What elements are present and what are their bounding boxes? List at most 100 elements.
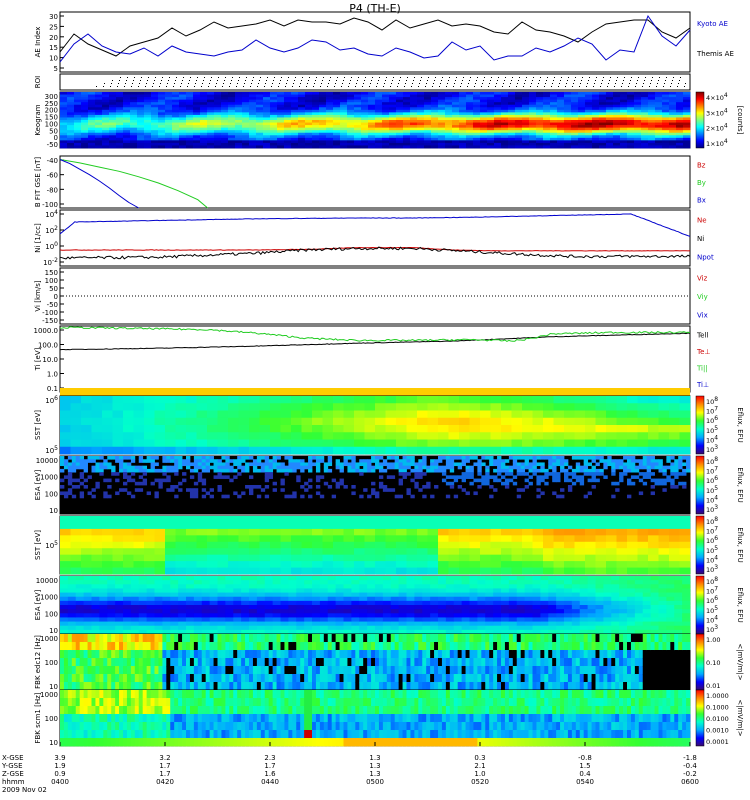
keogram-image-cell <box>284 102 292 106</box>
esa2-image-cell <box>280 605 289 610</box>
sst1-image-cell <box>553 439 565 448</box>
keogram-image-cell <box>410 92 418 95</box>
esa1-image-cell <box>371 456 376 460</box>
keogram-image-cell <box>242 102 250 106</box>
sst1-image-cell <box>385 446 397 455</box>
sst2-image-cell <box>616 528 628 536</box>
keogram-image-cell <box>102 137 110 141</box>
esa1-image-cell <box>615 465 620 470</box>
esa1-image-cell <box>489 475 494 479</box>
sst1-image-cell <box>627 446 638 455</box>
keogram-image-cell <box>641 114 649 118</box>
roi-dot <box>658 80 659 81</box>
keogram-image-cell <box>67 120 75 123</box>
keogram-image-cell <box>340 112 348 116</box>
roi-dot <box>138 86 139 87</box>
esa1-image-cell <box>449 468 455 473</box>
esa1-image-cell <box>638 472 644 476</box>
sst2-image-cell <box>564 528 575 536</box>
sst2-image-cell <box>490 541 502 549</box>
esa2-image-cell <box>162 613 171 618</box>
esa1-image-cell <box>638 459 644 463</box>
esa1-image-cell <box>540 478 545 483</box>
esa2-image-cell <box>170 600 179 606</box>
sst2-image-cell <box>333 535 344 543</box>
esa2-image-cell <box>225 596 234 602</box>
roi-dot <box>638 77 639 78</box>
keogram-image-cell <box>487 107 495 111</box>
esa2-image-cell <box>154 596 163 602</box>
sst2-image-cell <box>406 554 418 562</box>
sst1-image-cell <box>144 446 155 455</box>
esa1-image-cell <box>343 462 348 467</box>
esa1-image-cell <box>418 459 423 463</box>
esa2-image-cell <box>312 609 321 614</box>
keogram-image-cell <box>116 135 124 139</box>
keogram-image-cell <box>662 92 670 95</box>
sst2-image-cell <box>280 548 292 556</box>
esa2-image-cell <box>178 580 187 585</box>
sst2-image-cell <box>196 561 208 568</box>
sst2-image-cell <box>406 522 418 530</box>
sst2-image-cell <box>322 516 334 523</box>
esa2-image-cell <box>99 625 108 631</box>
keogram-image-cell <box>550 140 558 144</box>
keogram-image-cell <box>452 122 460 126</box>
keogram-image-cell <box>319 132 327 136</box>
sst2-image-cell <box>627 535 638 543</box>
esa1-image-cell <box>182 478 187 483</box>
keogram-image-cell <box>74 132 82 136</box>
esa1-image-cell <box>465 491 470 496</box>
keogram-image-cell <box>242 112 250 116</box>
keogram-image-cell <box>487 127 495 131</box>
esa1-image-cell <box>556 478 561 483</box>
keogram-image-cell <box>214 125 222 129</box>
keogram-image-cell <box>382 137 390 141</box>
keogram-image-cell <box>620 120 628 123</box>
roi-dot <box>553 80 554 81</box>
sst2-image-cell <box>165 528 176 536</box>
esa1-image-cell <box>193 456 199 460</box>
keogram-image-cell <box>480 117 488 121</box>
keogram-image-cell <box>193 109 201 113</box>
roi-dot <box>645 77 646 78</box>
esa1-image-cell <box>524 465 529 470</box>
keogram-image-cell <box>207 102 215 106</box>
keogram-image-cell <box>326 114 334 118</box>
sst1-image-cell <box>354 439 365 448</box>
roi-dot <box>119 80 120 81</box>
sst2-image-cell <box>501 528 512 536</box>
sst2-image-cell <box>144 528 155 536</box>
sst1-image-cell <box>564 396 575 404</box>
keogram-image-cell <box>501 142 509 146</box>
keogram-image-cell <box>256 125 264 129</box>
esa2-image-cell <box>107 625 116 631</box>
esa1-image-cell <box>650 478 655 483</box>
keogram-image-cell <box>634 122 642 126</box>
keogram-image-cell <box>88 125 96 129</box>
sst2-image-cell <box>133 528 145 536</box>
sst2-image-cell <box>322 561 334 568</box>
keogram-image-cell <box>88 114 96 118</box>
keogram-image-cell <box>200 135 208 139</box>
esa2-image-cell <box>83 600 92 606</box>
esa1-image-cell <box>595 472 600 476</box>
esa1-image-cell <box>158 481 163 486</box>
keogram-image-cell <box>151 127 159 131</box>
keogram-image-cell <box>536 127 544 131</box>
keogram-image-cell <box>445 145 453 149</box>
roi-dot <box>414 77 415 78</box>
keogram-image-cell <box>529 130 537 134</box>
keogram-image-cell <box>403 125 411 129</box>
esa1-image-cell <box>150 481 155 486</box>
keogram-image-cell <box>249 114 257 118</box>
roi-dot <box>477 77 478 78</box>
keogram-image-cell <box>235 99 243 103</box>
roi-dot <box>120 77 121 78</box>
keogram-image-cell <box>340 142 348 146</box>
roi-dot <box>624 77 625 78</box>
esa2-image-cell <box>304 596 313 602</box>
keogram-image-cell <box>340 104 348 108</box>
keogram-image-cell <box>109 112 117 116</box>
esa2-image-cell <box>107 584 116 589</box>
